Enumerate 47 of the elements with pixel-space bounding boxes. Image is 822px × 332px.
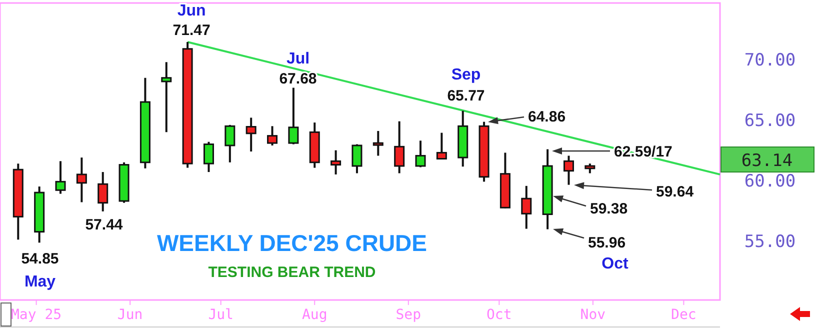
candlestick (246, 116, 256, 152)
annotation: Sep (451, 66, 481, 84)
candlestick (98, 171, 108, 212)
x-tick-label: Nov (580, 307, 606, 323)
x-tick-label: Sep (396, 307, 422, 323)
annotation: Oct (602, 256, 630, 273)
candlestick (563, 154, 574, 186)
candlestick (288, 86, 299, 146)
candlestick (372, 130, 384, 157)
text: TESTING BEAR TREND (208, 264, 376, 281)
x-tick-label: Jul (208, 307, 234, 323)
x-tick-label: Oct (486, 307, 512, 323)
candlestick (352, 143, 362, 174)
candlestick (436, 132, 447, 160)
y-tick-label: 65.00 (744, 111, 796, 132)
annotation: 71.47 (172, 22, 210, 40)
annotation: 55.96 (588, 234, 626, 252)
candlestick (521, 184, 532, 230)
candlestick (224, 124, 236, 164)
annotation: 67.68 (279, 70, 317, 88)
candlestick (394, 120, 405, 174)
annotation: 59.64 (656, 183, 694, 200)
text: WEEKLY DEC'25 CRUDE (156, 230, 428, 256)
annotation: 59.38 (590, 200, 628, 218)
annotation: 54.85 (21, 250, 59, 268)
candlestick (203, 140, 214, 174)
y-tick-label: 55.00 (744, 232, 796, 252)
candlestick (330, 149, 342, 176)
candlestick (55, 160, 66, 195)
annotation: May (24, 274, 56, 291)
text: 63.14 (741, 150, 793, 171)
annotation: 57.44 (85, 216, 124, 234)
x-tick-label: Jun (117, 307, 143, 323)
candlestick (584, 162, 596, 174)
x-tick-label: Aug (302, 307, 328, 323)
candlestick (415, 140, 426, 168)
annotation: Jul (286, 50, 310, 68)
annotation: 65.77 (447, 87, 485, 104)
x-tick-label: Dec (671, 307, 696, 323)
x-tick-label: May 25 (11, 307, 62, 323)
candlestick (161, 61, 172, 134)
candlestick (267, 125, 278, 146)
y-tick-label: 70.00 (744, 50, 796, 71)
annotation: Jun (177, 2, 206, 20)
annotation: 64.86 (528, 108, 566, 126)
y-tick-label: 60.00 (744, 171, 796, 192)
candlestick (76, 156, 87, 204)
